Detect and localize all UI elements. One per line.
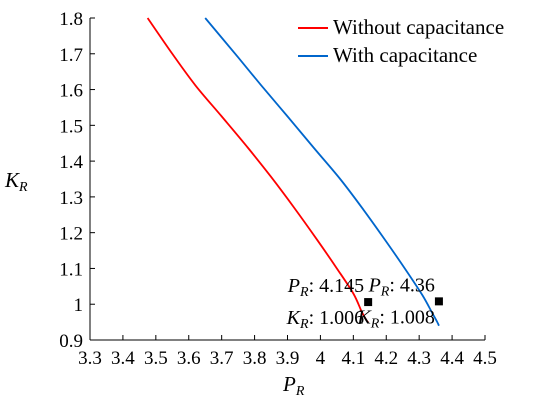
series-layer: [146, 17, 440, 327]
data-marker-1: [434, 297, 443, 306]
x-tick-label: 3.7: [210, 348, 234, 369]
y-tick-label: 1.1: [59, 259, 83, 280]
annotation-k-1: KR: 1.008: [356, 306, 434, 331]
axes: 3.3 3.4 3.5 3.6 3.7 3.8 3.9 4 4.1 4.2 4.3 4.4 4.5 0.9…: [59, 9, 497, 369]
y-tick-label: 0.9: [59, 331, 83, 352]
y-tick-label: 1.7: [59, 45, 83, 66]
annotation-k-0: KR: 1.006: [286, 307, 364, 332]
y-tick-label: 1.2: [59, 224, 83, 245]
y-tick-label: 1.8: [59, 9, 83, 30]
x-tick-label: 3.5: [144, 348, 168, 369]
x-tick-label: 3.3: [78, 348, 102, 369]
y-tick-label: 1.4: [59, 152, 83, 173]
x-tick-label: 3.6: [177, 348, 201, 369]
x-axis-label: PR: [282, 372, 305, 399]
legend-label-0: Without capacitance: [333, 15, 504, 39]
x-tick-label: 3.4: [111, 348, 135, 369]
x-tick-label: 4.3: [407, 348, 431, 369]
y-tick-label: 1.5: [59, 116, 83, 137]
y-axis-label: KR: [4, 168, 28, 195]
series-line-1: [204, 17, 440, 327]
x-tick-label: 4.5: [473, 348, 497, 369]
y-tick-label: 1.6: [59, 81, 83, 102]
annotation-p-0: PR: 4.145: [287, 275, 364, 300]
annotation-p-1: PR: 4.36: [368, 274, 435, 299]
y-tick-label: 1: [74, 295, 84, 316]
x-tick-label: 4.4: [440, 348, 464, 369]
y-tick-label: 1.3: [59, 188, 83, 209]
x-tick-label: 3.9: [276, 348, 300, 369]
x-tick-label: 4.1: [341, 348, 365, 369]
data-marker-0: [364, 298, 373, 307]
x-tick-label: 4.2: [374, 348, 398, 369]
legend-label-1: With capacitance: [333, 43, 477, 67]
x-tick-label: 3.8: [243, 348, 267, 369]
x-tick-label: 4: [316, 348, 326, 369]
series-line-0: [146, 17, 369, 323]
legend: Without capacitance With capacitance: [298, 15, 504, 67]
